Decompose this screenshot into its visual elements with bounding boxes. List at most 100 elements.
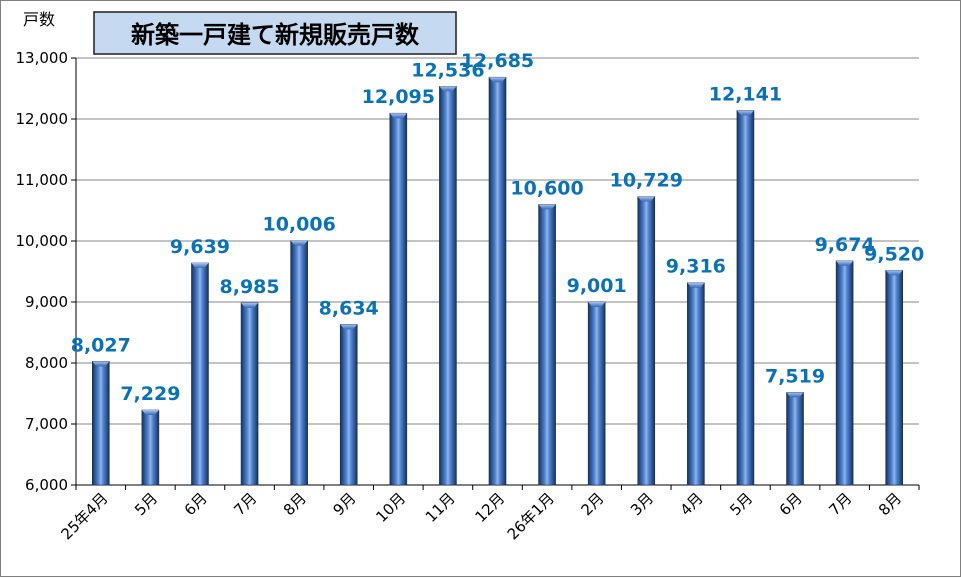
x-tick-label: 7月 bbox=[825, 489, 855, 519]
bar bbox=[290, 240, 308, 486]
bar-body bbox=[339, 324, 358, 486]
bar bbox=[885, 269, 904, 486]
bar-cap bbox=[439, 86, 457, 92]
x-tick-label: 26年1月 bbox=[504, 489, 558, 543]
data-label: 7,229 bbox=[120, 383, 180, 405]
y-tick-label: 7,000 bbox=[25, 415, 68, 433]
y-tick-label: 10,000 bbox=[16, 232, 69, 250]
data-label: 12,141 bbox=[709, 83, 782, 105]
bar-cap bbox=[687, 282, 705, 288]
bar-body bbox=[736, 110, 755, 486]
data-label: 9,639 bbox=[170, 236, 230, 258]
bar bbox=[339, 324, 358, 486]
bar-body bbox=[637, 196, 656, 486]
data-labels: 8,027 7,229 9,639 8,985 10,006 8,634 12,095 12,… bbox=[71, 50, 925, 405]
y-tick-label: 6,000 bbox=[25, 476, 68, 494]
bar-cap bbox=[885, 270, 903, 276]
data-label: 8,634 bbox=[319, 297, 379, 319]
bar-body bbox=[488, 76, 507, 486]
x-tick-label: 2月 bbox=[577, 489, 607, 519]
bar-body bbox=[191, 262, 209, 486]
y-tick-label: 11,000 bbox=[16, 171, 69, 189]
x-tick-label: 6月 bbox=[776, 489, 806, 519]
bar-body bbox=[587, 301, 606, 486]
x-tick-label: 4月 bbox=[677, 489, 707, 519]
bar-cap bbox=[637, 196, 655, 202]
bar-cap bbox=[836, 260, 854, 266]
bar-body bbox=[91, 361, 110, 486]
data-label: 9,316 bbox=[666, 256, 726, 278]
x-tick-label: 11月 bbox=[422, 489, 459, 526]
data-label: 9,674 bbox=[815, 234, 875, 256]
bar-cap bbox=[588, 301, 606, 307]
bar bbox=[687, 282, 705, 486]
bar bbox=[637, 196, 656, 486]
y-tick-label: 13,000 bbox=[16, 49, 69, 67]
bar-body bbox=[290, 240, 308, 486]
bar bbox=[538, 204, 556, 486]
bar-cap bbox=[340, 324, 358, 330]
x-tick-label: 6月 bbox=[181, 489, 211, 519]
bar bbox=[141, 409, 160, 486]
bar-cap bbox=[736, 110, 754, 116]
y-tick-label: 9,000 bbox=[25, 293, 68, 311]
bar-body bbox=[786, 392, 804, 486]
bar-cap bbox=[489, 77, 506, 83]
bar-body bbox=[439, 86, 457, 486]
x-tick-label: 3月 bbox=[627, 489, 657, 519]
y-tick-label: 12,000 bbox=[16, 110, 69, 128]
bar-body bbox=[687, 282, 705, 486]
data-label: 12,095 bbox=[362, 86, 435, 108]
data-label: 10,600 bbox=[510, 177, 583, 199]
data-label: 8,027 bbox=[71, 334, 131, 356]
bar-cap bbox=[538, 204, 556, 210]
bar-cap bbox=[786, 392, 804, 398]
x-tick-label: 25年4月 bbox=[57, 489, 111, 543]
x-tick-label: 10月 bbox=[372, 489, 409, 526]
data-label: 10,729 bbox=[610, 170, 683, 192]
bar bbox=[835, 260, 854, 486]
data-label: 9,001 bbox=[567, 275, 627, 297]
bar-cap bbox=[241, 302, 259, 308]
bar-cap bbox=[389, 113, 407, 119]
x-tick-label: 5月 bbox=[131, 489, 161, 519]
bar-cap bbox=[141, 410, 159, 416]
bar-cap bbox=[191, 263, 209, 269]
data-label: 9,520 bbox=[864, 243, 924, 265]
bar bbox=[240, 302, 259, 486]
data-label: 12,685 bbox=[461, 50, 534, 72]
data-label: 8,985 bbox=[220, 276, 280, 298]
bar bbox=[736, 110, 755, 486]
bar-body bbox=[885, 269, 904, 486]
data-label: 7,519 bbox=[765, 365, 825, 387]
data-label: 12,536 bbox=[411, 59, 484, 81]
bar bbox=[439, 86, 457, 486]
bar-body bbox=[240, 302, 259, 486]
bar-cap bbox=[92, 361, 110, 367]
chart-title: 新築一戸建て新規販売戸数 bbox=[131, 21, 420, 49]
x-tick-label: 8月 bbox=[280, 489, 310, 519]
bar bbox=[191, 262, 209, 486]
x-tick-label: 5月 bbox=[726, 489, 756, 519]
data-label: 10,006 bbox=[262, 214, 335, 236]
x-tick-label: 8月 bbox=[875, 489, 905, 519]
x-tick-label: 12月 bbox=[471, 489, 508, 526]
bar bbox=[587, 301, 606, 486]
y-axis-unit-label: 戸数 bbox=[23, 10, 55, 29]
y-tick-label: 8,000 bbox=[25, 354, 68, 372]
x-tick-label: 9月 bbox=[329, 489, 359, 519]
bar-body bbox=[835, 260, 854, 486]
bar-body bbox=[141, 409, 160, 486]
bar bbox=[389, 112, 408, 486]
chart-title-box: 新築一戸建て新規販売戸数 bbox=[93, 11, 457, 55]
x-tick-label: 7月 bbox=[230, 489, 260, 519]
bar-body bbox=[389, 112, 408, 486]
bar bbox=[786, 392, 804, 486]
bar bbox=[488, 76, 507, 486]
bar-cap bbox=[290, 240, 308, 246]
bars bbox=[91, 76, 904, 486]
bar bbox=[91, 361, 110, 486]
bar-body bbox=[538, 204, 556, 486]
